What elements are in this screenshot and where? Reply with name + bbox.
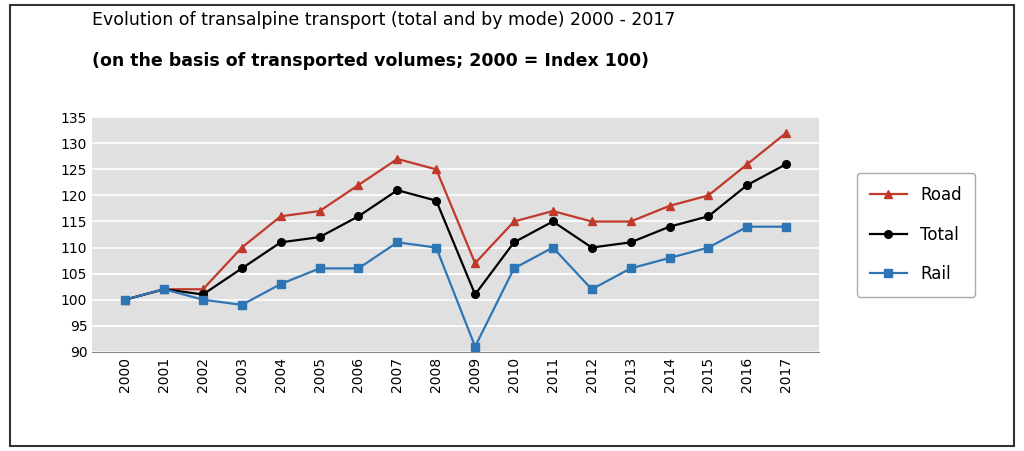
Road	[352, 182, 365, 188]
Total	[780, 161, 793, 167]
Rail	[780, 224, 793, 230]
Road	[741, 161, 754, 167]
Road	[158, 286, 170, 292]
Rail	[664, 255, 676, 261]
Road	[274, 214, 287, 219]
Total	[197, 292, 209, 297]
Legend: Road, Total, Rail: Road, Total, Rail	[857, 173, 975, 296]
Road	[702, 193, 715, 198]
Total	[702, 214, 715, 219]
Rail	[158, 286, 170, 292]
Road	[236, 245, 248, 250]
Road	[391, 156, 403, 161]
Total	[391, 188, 403, 193]
Line: Rail: Rail	[122, 223, 790, 350]
Road	[119, 297, 131, 302]
Total	[741, 182, 754, 188]
Total	[313, 235, 326, 240]
Total	[274, 239, 287, 245]
Road	[586, 219, 598, 224]
Rail	[391, 239, 403, 245]
Road	[313, 208, 326, 214]
Road	[197, 286, 209, 292]
Line: Total: Total	[122, 161, 790, 304]
Total	[158, 286, 170, 292]
Text: Evolution of transalpine transport (total and by mode) 2000 - 2017: Evolution of transalpine transport (tota…	[92, 11, 676, 29]
Rail	[236, 302, 248, 308]
Total	[119, 297, 131, 302]
Rail	[469, 344, 481, 349]
Total	[547, 219, 559, 224]
Road	[430, 167, 442, 172]
Rail	[625, 266, 637, 271]
Total	[664, 224, 676, 230]
Text: (on the basis of transported volumes; 2000 = Index 100): (on the basis of transported volumes; 20…	[92, 52, 649, 70]
Road	[508, 219, 520, 224]
Road	[469, 261, 481, 266]
Rail	[197, 297, 209, 302]
Total	[430, 198, 442, 203]
Rail	[741, 224, 754, 230]
Rail	[119, 297, 131, 302]
Rail	[430, 245, 442, 250]
Rail	[547, 245, 559, 250]
Total	[586, 245, 598, 250]
Rail	[508, 266, 520, 271]
Road	[780, 130, 793, 136]
Total	[236, 266, 248, 271]
Rail	[313, 266, 326, 271]
Road	[625, 219, 637, 224]
Total	[625, 239, 637, 245]
Rail	[586, 286, 598, 292]
Line: Road: Road	[122, 129, 790, 304]
Road	[547, 208, 559, 214]
Rail	[702, 245, 715, 250]
Rail	[274, 281, 287, 287]
Total	[352, 214, 365, 219]
Total	[469, 292, 481, 297]
Total	[508, 239, 520, 245]
Road	[664, 203, 676, 208]
Rail	[352, 266, 365, 271]
